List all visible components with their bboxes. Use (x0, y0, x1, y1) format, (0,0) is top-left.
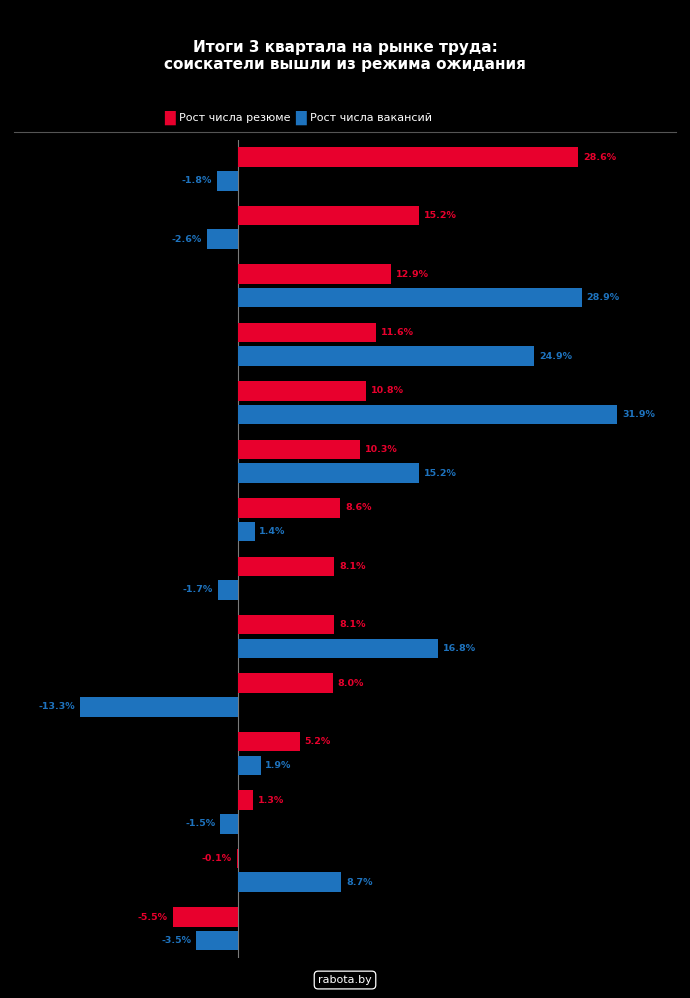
Text: -1.8%: -1.8% (181, 177, 212, 186)
Bar (238, 732, 299, 751)
Text: 8.6%: 8.6% (345, 503, 371, 512)
Bar (196, 931, 238, 950)
Text: 8.1%: 8.1% (339, 562, 366, 571)
Bar (238, 264, 391, 283)
Bar (238, 381, 366, 400)
Bar (238, 148, 578, 167)
Text: 8.7%: 8.7% (346, 877, 373, 887)
Text: -5.5%: -5.5% (138, 912, 168, 921)
Text: -0.1%: -0.1% (202, 854, 232, 863)
Bar (238, 790, 253, 809)
Bar (238, 872, 342, 892)
Text: 8.0%: 8.0% (338, 679, 364, 688)
Text: -3.5%: -3.5% (161, 936, 192, 945)
Bar (238, 288, 582, 307)
Text: █: █ (164, 111, 175, 125)
Bar (238, 557, 334, 576)
Bar (80, 698, 238, 717)
Text: Итоги 3 квартала на рынке труда:
соискатели вышли из режима ожидания: Итоги 3 квартала на рынке труда: соискат… (164, 40, 526, 72)
Bar (238, 206, 419, 226)
Text: █: █ (295, 111, 306, 125)
Bar (217, 171, 238, 191)
Text: 5.2%: 5.2% (304, 738, 331, 747)
Bar (238, 755, 261, 775)
Text: 12.9%: 12.9% (396, 269, 429, 278)
Bar (172, 907, 238, 927)
Text: 1.4%: 1.4% (259, 527, 286, 536)
Text: 15.2%: 15.2% (424, 211, 456, 221)
Text: -13.3%: -13.3% (39, 703, 75, 712)
Bar (238, 615, 334, 635)
Bar (218, 580, 238, 600)
Text: -2.6%: -2.6% (172, 235, 202, 244)
Text: 1.3%: 1.3% (258, 795, 284, 804)
Text: 8.1%: 8.1% (339, 620, 366, 630)
Text: -1.5%: -1.5% (185, 819, 215, 828)
Text: Рост числа резюме: Рост числа резюме (179, 113, 291, 123)
Text: 1.9%: 1.9% (265, 760, 292, 769)
Text: 28.9%: 28.9% (586, 293, 620, 302)
Text: 15.2%: 15.2% (424, 468, 456, 478)
Bar (238, 440, 360, 459)
Bar (238, 498, 340, 518)
Text: -1.7%: -1.7% (183, 586, 213, 595)
Text: rabota.by: rabota.by (318, 975, 372, 985)
Bar (238, 522, 255, 541)
Bar (220, 814, 238, 833)
Bar (207, 230, 238, 249)
Bar (238, 463, 419, 483)
Bar (237, 849, 238, 868)
Text: 11.6%: 11.6% (381, 328, 414, 337)
Text: 16.8%: 16.8% (442, 644, 475, 653)
Text: 10.3%: 10.3% (365, 445, 398, 454)
Bar (238, 639, 437, 658)
Bar (238, 405, 618, 424)
Bar (238, 322, 376, 342)
Bar (238, 346, 534, 366)
Text: 10.8%: 10.8% (371, 386, 404, 395)
Text: 28.6%: 28.6% (583, 153, 616, 162)
Text: 24.9%: 24.9% (539, 351, 572, 360)
Text: 31.9%: 31.9% (622, 410, 655, 419)
Text: Рост числа вакансий: Рост числа вакансий (310, 113, 433, 123)
Bar (238, 674, 333, 693)
